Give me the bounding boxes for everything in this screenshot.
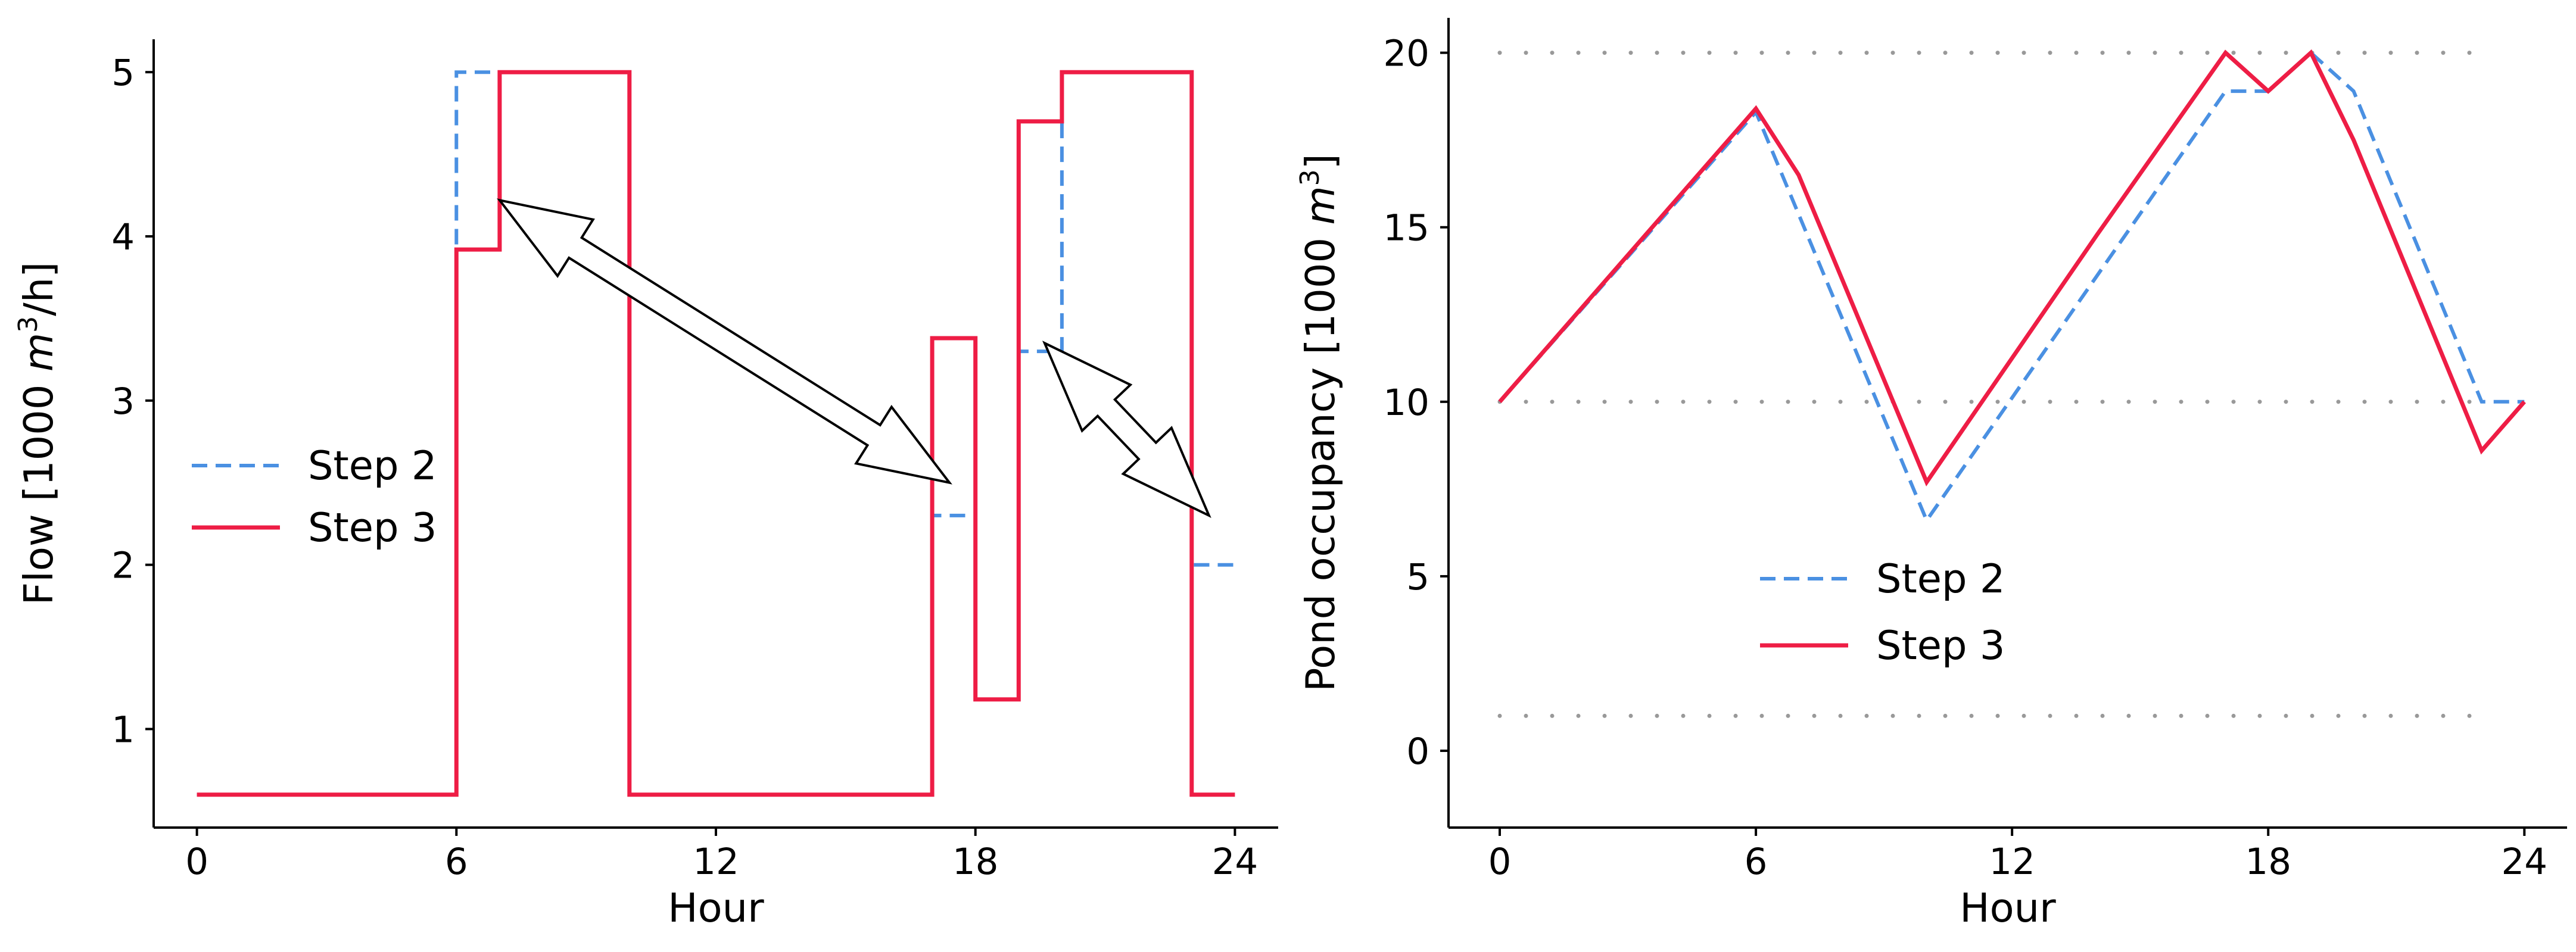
series-line-step-3 [1498, 49, 2526, 486]
legend-label: Step 2 [1876, 555, 2005, 602]
flow-x-axis-label: Hour [668, 885, 764, 931]
double-arrow-annotation [497, 198, 952, 485]
flow-y-ticks: 1 2 3 4 5 [111, 52, 154, 751]
flow-y-label-prefix: Flow [1000 [15, 372, 62, 605]
y-tick-label: 0 [1406, 731, 1429, 773]
series-line-step-2 [197, 70, 1235, 797]
x-tick-label: 18 [952, 841, 999, 883]
y-tick-label: 1 [111, 709, 135, 751]
x-tick-label: 0 [1488, 841, 1512, 883]
y-tick-label: 5 [111, 52, 135, 94]
pond-x-axis-label: Hour [1960, 885, 2056, 931]
pond-y-label-var: m [1297, 186, 1344, 224]
flow-chart-annotations [497, 198, 1211, 519]
pond-y-label-suffix: ] [1297, 154, 1344, 169]
x-tick-label: 6 [1745, 841, 1768, 883]
x-tick-label: 24 [1212, 841, 1259, 883]
y-tick-label: 15 [1383, 207, 1429, 249]
legend-label: Step 2 [308, 442, 437, 489]
y-tick-label: 2 [111, 545, 135, 587]
pond-occupancy-chart: 0 6 12 18 24 0 5 10 15 20 Hour Pond occupancy [1… [1295, 18, 2567, 931]
x-tick-label: 24 [2502, 841, 2548, 883]
pond-y-axis-label: Pond occupancy [1000 m3] [1295, 154, 1344, 692]
pond-chart-axes: 0 6 12 18 24 0 5 10 15 20 Hour Pond occupancy [1… [1295, 18, 2567, 931]
y-tick-label: 10 [1383, 382, 1429, 424]
x-tick-label: 0 [185, 841, 208, 883]
y-tick-label: 4 [111, 216, 135, 258]
y-tick-label: 3 [111, 380, 135, 423]
y-tick-label: 5 [1406, 556, 1429, 598]
pond-x-ticks: 0 6 12 18 24 [1488, 828, 2548, 883]
flow-y-axis-label: Flow [1000 m3/h] [13, 262, 62, 605]
legend-label: Step 3 [1876, 622, 2005, 669]
legend-label: Step 3 [308, 504, 437, 551]
pond-y-label-sup: 3 [1295, 169, 1325, 186]
flow-chart-legend: Step 2 Step 3 [192, 442, 437, 551]
flow-y-label-var: m [15, 333, 62, 372]
flow-x-ticks: 0 6 12 18 24 [185, 828, 1258, 883]
pond-chart-legend: Step 2 Step 3 [1760, 555, 2005, 669]
pond-chart-series [1498, 49, 2526, 525]
flow-y-label-suffix: /h] [15, 262, 62, 316]
series-line-step-3 [197, 70, 1235, 797]
y-tick-label: 20 [1383, 33, 1429, 75]
flow-chart-series [197, 70, 1235, 797]
flow-y-label-sup: 3 [13, 316, 43, 333]
x-tick-label: 12 [693, 841, 739, 883]
pond-y-ticks: 0 5 10 15 20 [1383, 33, 1449, 773]
series-line-step-2 [1498, 50, 2525, 525]
x-tick-label: 18 [2245, 841, 2291, 883]
pond-y-label-prefix: Pond occupancy [1000 [1297, 225, 1344, 692]
x-tick-label: 6 [445, 841, 468, 883]
x-tick-label: 12 [1989, 841, 2035, 883]
double-arrow-annotation [1042, 341, 1211, 519]
